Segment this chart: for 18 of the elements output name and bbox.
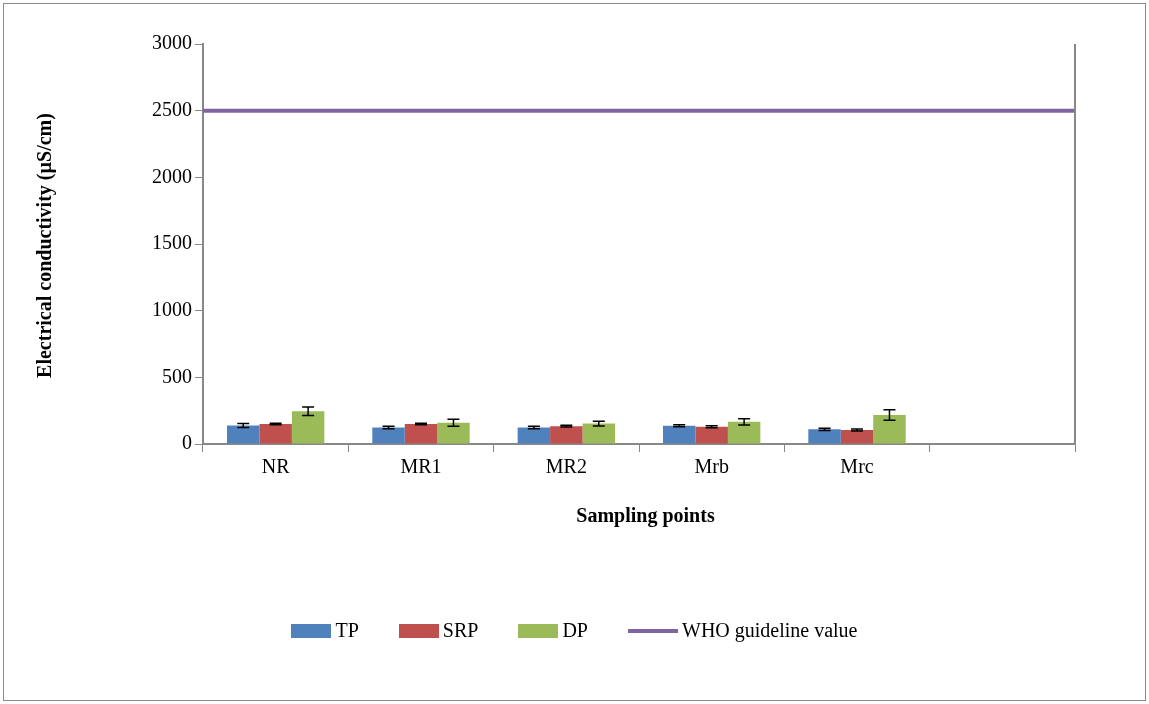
- x-tick-label: NR: [261, 455, 291, 478]
- y-tick-label: 2500: [152, 97, 192, 120]
- y-tick-label: 0: [182, 431, 192, 454]
- legend-label: TP: [335, 619, 359, 642]
- legend-label: DP: [562, 619, 588, 642]
- y-axis-title: Electrical conductivity (µS/cm): [32, 112, 56, 380]
- y-tick-label: 1000: [152, 297, 192, 320]
- x-tick-label: Mrc: [840, 455, 874, 478]
- legend-label: SRP: [442, 619, 479, 642]
- y-tick-label: 500: [162, 364, 192, 387]
- y-tick-label: 1500: [152, 231, 192, 254]
- y-tick-label: 3000: [152, 31, 192, 54]
- x-tick-label: MR1: [400, 455, 442, 478]
- x-tick-label: Mrb: [694, 455, 729, 478]
- x-tick-label: MR2: [545, 455, 587, 478]
- legend-label: WHO guideline value: [682, 619, 858, 642]
- x-axis-title: Sampling points: [575, 504, 716, 527]
- y-tick-label: 2000: [152, 164, 192, 187]
